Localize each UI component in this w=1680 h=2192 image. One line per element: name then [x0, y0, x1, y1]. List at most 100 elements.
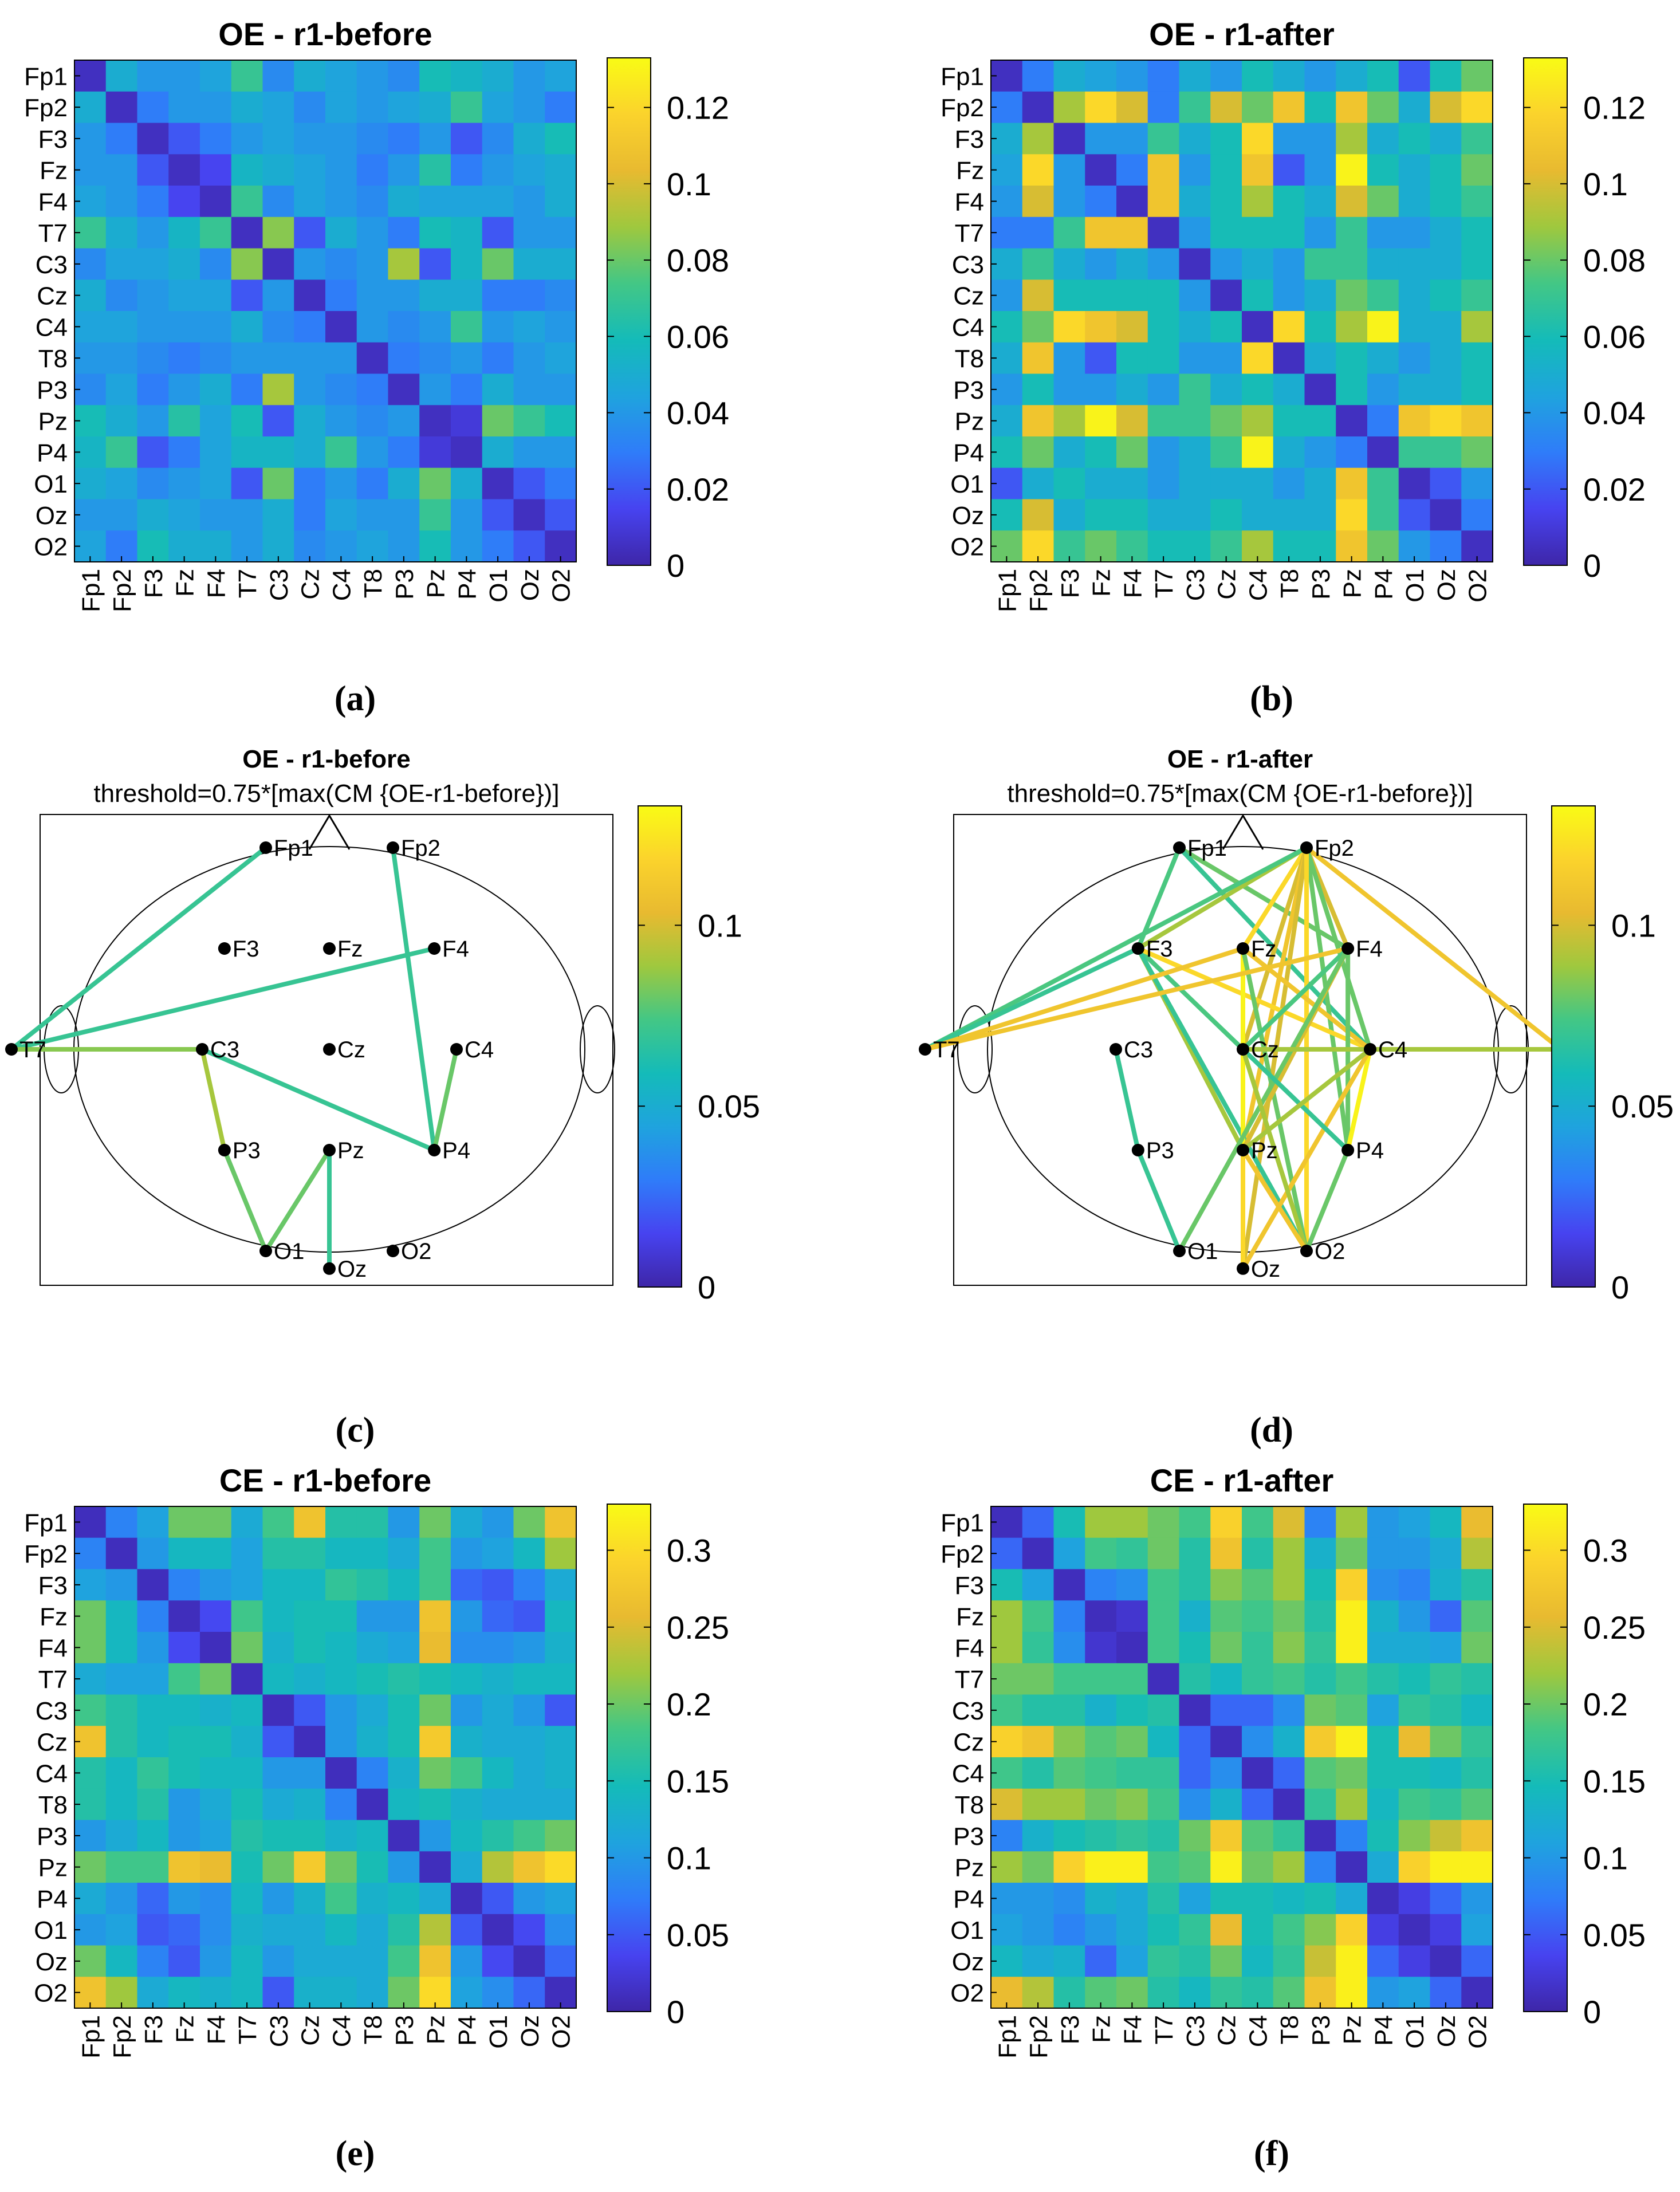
heatmap-cell: [1179, 1694, 1211, 1726]
heatmap-cell: [419, 1726, 451, 1758]
heatmap-cell: [513, 1788, 545, 1821]
heatmap-cell: [1273, 467, 1305, 500]
x-tick-label: Cz: [297, 569, 325, 600]
heatmap-cell: [1022, 342, 1055, 375]
x-tick-label: Cz: [1213, 569, 1241, 600]
node-label: C3: [210, 1037, 239, 1062]
heatmap-cell: [105, 280, 138, 312]
heatmap-cell: [168, 1945, 200, 1977]
y-tick-label: P4: [37, 439, 68, 467]
heatmap-cell: [1461, 499, 1493, 531]
heatmap-cell: [1367, 1506, 1399, 1538]
node-F3: [218, 942, 231, 955]
heatmap-cell: [200, 1820, 232, 1852]
heatmap-cell: [1116, 154, 1148, 186]
heatmap-cell: [1085, 1914, 1117, 1946]
heatmap-cell: [325, 1820, 357, 1852]
colorbar-tick-label: 0.3: [667, 1533, 711, 1569]
heatmap-cell: [482, 436, 514, 469]
heatmap-cell: [388, 436, 420, 469]
y-tick-label: Fz: [956, 1603, 984, 1631]
heatmap-cell: [1179, 1537, 1211, 1570]
heatmap-cell: [1398, 1694, 1431, 1726]
heatmap-cell: [1210, 217, 1242, 249]
heatmap-cell: [1367, 436, 1399, 469]
chart-title: OE - r1-after: [1149, 16, 1335, 52]
heatmap-cell: [1367, 1851, 1399, 1883]
heatmap-cell: [1022, 1914, 1055, 1946]
heatmap-cell: [419, 248, 451, 280]
heatmap-cell: [419, 1914, 451, 1946]
heatmap-cell: [1367, 1726, 1399, 1758]
heatmap-cell: [356, 1914, 389, 1946]
heatmap-cell: [168, 467, 200, 500]
heatmap-cell: [1398, 436, 1431, 469]
heatmap-cell: [294, 154, 326, 186]
heatmap-cell: [1210, 186, 1242, 218]
y-tick-label: Fp2: [24, 1540, 68, 1568]
heatmap-cell: [1053, 1569, 1085, 1601]
heatmap-cell: [200, 1788, 232, 1821]
node-C4: [1364, 1043, 1376, 1056]
heatmap-cell: [1053, 1506, 1085, 1538]
heatmap-cell: [482, 499, 514, 531]
x-tick-label: C4: [328, 569, 356, 601]
heatmap-cell: [513, 186, 545, 218]
heatmap-cell: [1116, 1788, 1148, 1821]
heatmap-cell: [1242, 1506, 1274, 1538]
heatmap-cell: [1085, 186, 1117, 218]
heatmap-cell: [1116, 405, 1148, 437]
heatmap-cell: [1367, 1820, 1399, 1852]
heatmap-cell: [1398, 1851, 1431, 1883]
heatmap-cell: [388, 217, 420, 249]
heatmap-cell: [262, 186, 294, 218]
colorbar-tick-label: 0.1: [667, 1840, 711, 1876]
heatmap-cell: [1116, 1820, 1148, 1852]
heatmap-cell: [231, 1506, 263, 1538]
heatmap-cell: [231, 1632, 263, 1664]
heatmap-cell: [1304, 405, 1336, 437]
heatmap-cell: [325, 1663, 357, 1695]
heatmap-cell: [1461, 60, 1493, 92]
heatmap-cell: [294, 1883, 326, 1915]
heatmap-cell: [388, 60, 420, 92]
node-T7: [5, 1043, 18, 1056]
heatmap-cell: [1147, 1632, 1180, 1664]
heatmap-cell: [451, 436, 483, 469]
node-Oz: [323, 1262, 336, 1275]
x-tick-label: C4: [1244, 569, 1272, 601]
colorbar-tick-label: 0.05: [1611, 1088, 1674, 1124]
heatmap-cell: [545, 1506, 577, 1538]
y-tick-label: C4: [36, 1760, 68, 1788]
heatmap-cell: [388, 280, 420, 312]
heatmap-cell: [294, 373, 326, 406]
heatmap-cell: [1116, 1851, 1148, 1883]
heatmap-cell: [419, 311, 451, 343]
heatmap-cell: [1116, 1914, 1148, 1946]
heatmap-cell: [1179, 499, 1211, 531]
heatmap-cell: [200, 1914, 232, 1946]
heatmap-cell: [1210, 499, 1242, 531]
x-tick-label: Pz: [422, 2015, 450, 2044]
heatmap-cell: [1053, 1537, 1085, 1570]
colorbar-tick-label: 0.15: [1583, 1763, 1646, 1799]
heatmap-cell: [419, 1506, 451, 1538]
heatmap-cell: [451, 1632, 483, 1664]
heatmap-cell: [482, 1914, 514, 1946]
node-label: C4: [1378, 1037, 1407, 1062]
heatmap-cell: [1273, 436, 1305, 469]
heatmap-cell: [1022, 1788, 1055, 1821]
heatmap-cell: [231, 186, 263, 218]
heatmap-cell: [1430, 1851, 1462, 1883]
heatmap-cell: [1336, 1726, 1368, 1758]
heatmap-cell: [262, 405, 294, 437]
heatmap-cell: [419, 1757, 451, 1789]
node-label: O2: [1315, 1239, 1345, 1264]
heatmap-cell: [388, 1945, 420, 1977]
heatmap-cell: [231, 1757, 263, 1789]
heatmap-cell: [1367, 280, 1399, 312]
heatmap-cell: [294, 1851, 326, 1883]
heatmap-cell: [137, 248, 169, 280]
heatmap-cell: [262, 436, 294, 469]
node-Fz: [1237, 942, 1249, 955]
